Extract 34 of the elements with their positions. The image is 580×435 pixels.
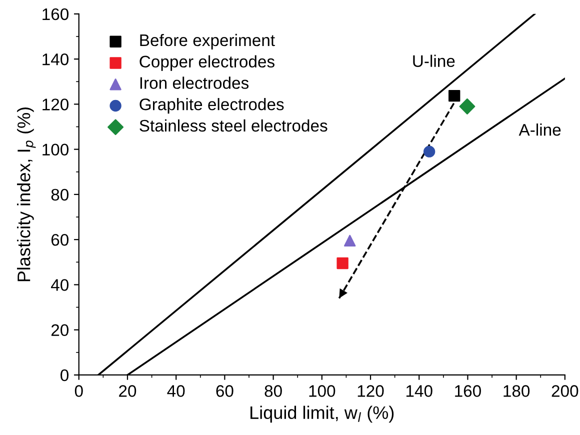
y-tick-label: 120 xyxy=(42,98,69,110)
x-tick-label: 200 xyxy=(552,385,578,397)
legend-label: Stainless steel electrodes xyxy=(140,119,328,132)
series-label: U-line xyxy=(413,54,455,67)
y-tick-label: 60 xyxy=(51,234,69,246)
legend-label: Copper electrodes xyxy=(140,55,274,71)
y-tick-label: 0 xyxy=(60,369,69,382)
series-label: A-line xyxy=(518,124,561,136)
x-tick-label: 0 xyxy=(74,385,83,397)
y-tick-label: 80 xyxy=(51,188,69,201)
y-axis-title: Plasticity index, I$_{p}$ (%) xyxy=(17,108,36,282)
y-tick-label: 20 xyxy=(51,324,69,336)
y-tick-label: 100 xyxy=(42,144,69,156)
y-tick-label: 40 xyxy=(51,279,69,291)
legend-label: Iron electrodes xyxy=(140,76,249,89)
point xyxy=(344,234,356,247)
point xyxy=(459,98,476,114)
x-axis-title: Liquid limit, w$_{l}$ (%) xyxy=(250,406,394,423)
legend-label: Graphite electrodes xyxy=(140,98,284,114)
x-tick-label: 80 xyxy=(264,385,282,397)
x-tick-label: 180 xyxy=(504,385,530,397)
legend-label: Before experiment xyxy=(140,34,275,50)
x-tick-label: 60 xyxy=(216,385,234,397)
y-tick-label: 140 xyxy=(42,53,69,66)
x-tick-label: 100 xyxy=(309,385,336,397)
x-tick-label: 160 xyxy=(455,385,481,397)
x-tick-label: 20 xyxy=(119,385,136,397)
y-tick-label: 160 xyxy=(42,8,69,20)
x-tick-label: 140 xyxy=(406,385,432,397)
x-tick-label: 120 xyxy=(358,385,384,397)
x-tick-label: 40 xyxy=(167,385,185,397)
point xyxy=(423,146,436,158)
point xyxy=(336,257,348,270)
point xyxy=(448,90,460,102)
